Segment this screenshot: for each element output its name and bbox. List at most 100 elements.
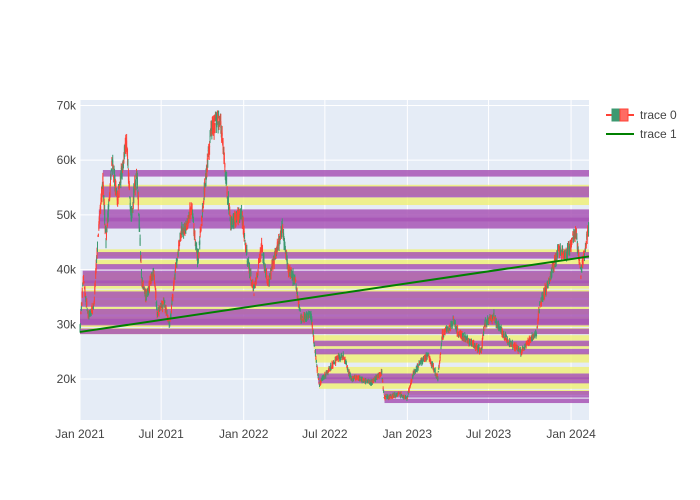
candle-body — [203, 200, 205, 202]
candle-body — [107, 205, 109, 217]
candle-body — [176, 259, 178, 261]
candle-body — [361, 380, 363, 382]
candle-body — [531, 334, 533, 338]
candle-body — [471, 340, 473, 345]
candle-body — [196, 245, 198, 249]
candle-body — [347, 367, 349, 371]
candle-body — [94, 286, 96, 293]
candle-body — [462, 336, 464, 339]
candle-body — [313, 343, 315, 345]
candle-body — [86, 300, 88, 306]
candle-body — [344, 358, 346, 361]
candle-body — [254, 281, 256, 286]
candle-body — [247, 264, 249, 267]
candle-body — [451, 321, 453, 324]
candle-body — [505, 335, 507, 338]
candle-body — [517, 346, 519, 349]
zone-high — [100, 197, 590, 206]
candle-body — [456, 332, 458, 334]
candle-body — [154, 283, 156, 286]
candle-body — [442, 331, 444, 337]
candle-body — [140, 258, 142, 262]
candle-body — [542, 297, 544, 301]
candle-body — [235, 215, 237, 221]
candle-body — [512, 347, 514, 349]
candle-body — [480, 349, 482, 353]
candle-body — [166, 311, 168, 314]
candle-body — [136, 177, 138, 186]
candle-body — [149, 286, 151, 291]
candle-body — [138, 219, 140, 228]
candle-body — [584, 254, 586, 257]
candle-body — [94, 284, 96, 285]
legend-item-trace-0[interactable]: trace 0 — [606, 108, 677, 122]
candle-body — [415, 366, 417, 368]
candle-body — [281, 223, 283, 224]
legend-item-trace-1[interactable]: trace 1 — [606, 127, 677, 141]
zone-low — [82, 270, 590, 284]
candle-body — [163, 299, 165, 301]
candle-body — [314, 345, 316, 346]
candle-body — [586, 233, 588, 241]
candle-body — [129, 202, 131, 208]
candle-body — [228, 209, 230, 210]
legend-candle-swatch-inc — [611, 108, 621, 122]
candle-body — [536, 335, 538, 336]
candle-body — [505, 337, 507, 341]
candle-body — [189, 215, 191, 217]
candle-body — [242, 221, 244, 230]
candle-body — [491, 318, 493, 322]
candle-body — [578, 252, 580, 260]
candle-body — [522, 349, 524, 351]
candle-body — [299, 309, 301, 311]
candle-body — [153, 272, 155, 275]
candle-body — [565, 255, 567, 259]
candle-body — [384, 396, 386, 399]
candle-body — [571, 240, 573, 243]
candle-body — [332, 362, 334, 368]
candle-body — [314, 351, 316, 356]
x-tick-label: Jul 2022 — [302, 427, 348, 441]
candle-body — [525, 343, 527, 346]
candle-body — [248, 261, 250, 265]
candle-body — [416, 365, 418, 371]
candle-body — [244, 235, 246, 236]
candle-body — [305, 313, 307, 319]
candle-body — [401, 394, 403, 396]
candle-body — [108, 205, 110, 207]
legend-candle-swatch-dec — [619, 108, 629, 122]
candle-body — [510, 344, 512, 346]
candle-body — [175, 265, 177, 267]
candle-body — [560, 249, 562, 253]
candle-body — [576, 237, 578, 239]
candle-body — [572, 233, 574, 236]
candle-body — [88, 314, 90, 316]
candle-body — [562, 249, 564, 254]
candle-body — [212, 130, 214, 134]
candle-body — [162, 304, 164, 308]
candle-body — [127, 165, 129, 167]
candle-body — [534, 334, 536, 337]
candle-body — [462, 334, 464, 335]
candle-body — [437, 371, 439, 373]
candle-body — [212, 122, 214, 132]
candle-body — [273, 257, 275, 265]
candle-body — [79, 325, 81, 327]
candle-body — [109, 179, 111, 184]
candle-body — [390, 395, 392, 397]
candle-body — [286, 258, 288, 265]
candle-body — [84, 288, 86, 295]
candle-body — [270, 270, 272, 276]
candle-body — [207, 160, 209, 162]
candle-body — [539, 305, 541, 307]
candle-body — [171, 299, 173, 305]
candle-body — [553, 259, 555, 262]
candle-body — [432, 365, 434, 370]
candle-body — [223, 158, 225, 160]
candle-body — [471, 343, 473, 345]
candle-body — [209, 146, 211, 148]
candle-body — [118, 187, 120, 195]
candle-body — [91, 308, 93, 313]
candle-body — [101, 190, 103, 197]
candle-body — [324, 373, 326, 376]
